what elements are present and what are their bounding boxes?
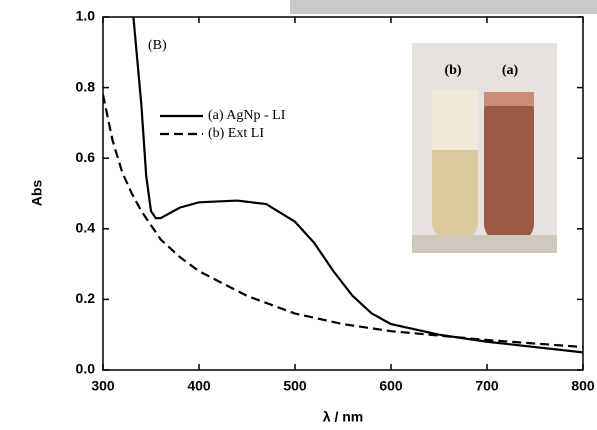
inset-label: (b) — [444, 63, 461, 78]
legend-label: (a) AgNp - LI — [208, 108, 286, 123]
annotation: (B) — [148, 38, 167, 53]
x-tick-label: 800 — [571, 378, 595, 394]
y-axis-label: Abs — [29, 180, 45, 207]
x-tick-label: 700 — [475, 378, 499, 394]
y-tick-label: 0.8 — [76, 78, 96, 94]
x-tick-label: 600 — [379, 378, 403, 394]
data-line — [103, 94, 583, 349]
y-tick-label: 1.0 — [76, 8, 96, 24]
legend-label: (b) Ext LI — [208, 126, 264, 141]
x-tick-label: 500 — [283, 378, 307, 394]
inset-label: (a) — [502, 63, 519, 78]
cropped-image — [290, 0, 597, 14]
inset-photo — [412, 43, 557, 253]
x-tick-label: 300 — [91, 378, 115, 394]
y-tick-label: 0.0 — [76, 361, 96, 377]
x-tick-label: 400 — [187, 378, 211, 394]
plot-frame — [102, 16, 584, 371]
x-axis-label: λ / nm — [323, 409, 363, 425]
y-tick-label: 0.4 — [76, 220, 96, 236]
y-tick-label: 0.6 — [76, 149, 96, 165]
y-tick-label: 0.2 — [76, 290, 96, 306]
data-line — [132, 17, 583, 354]
